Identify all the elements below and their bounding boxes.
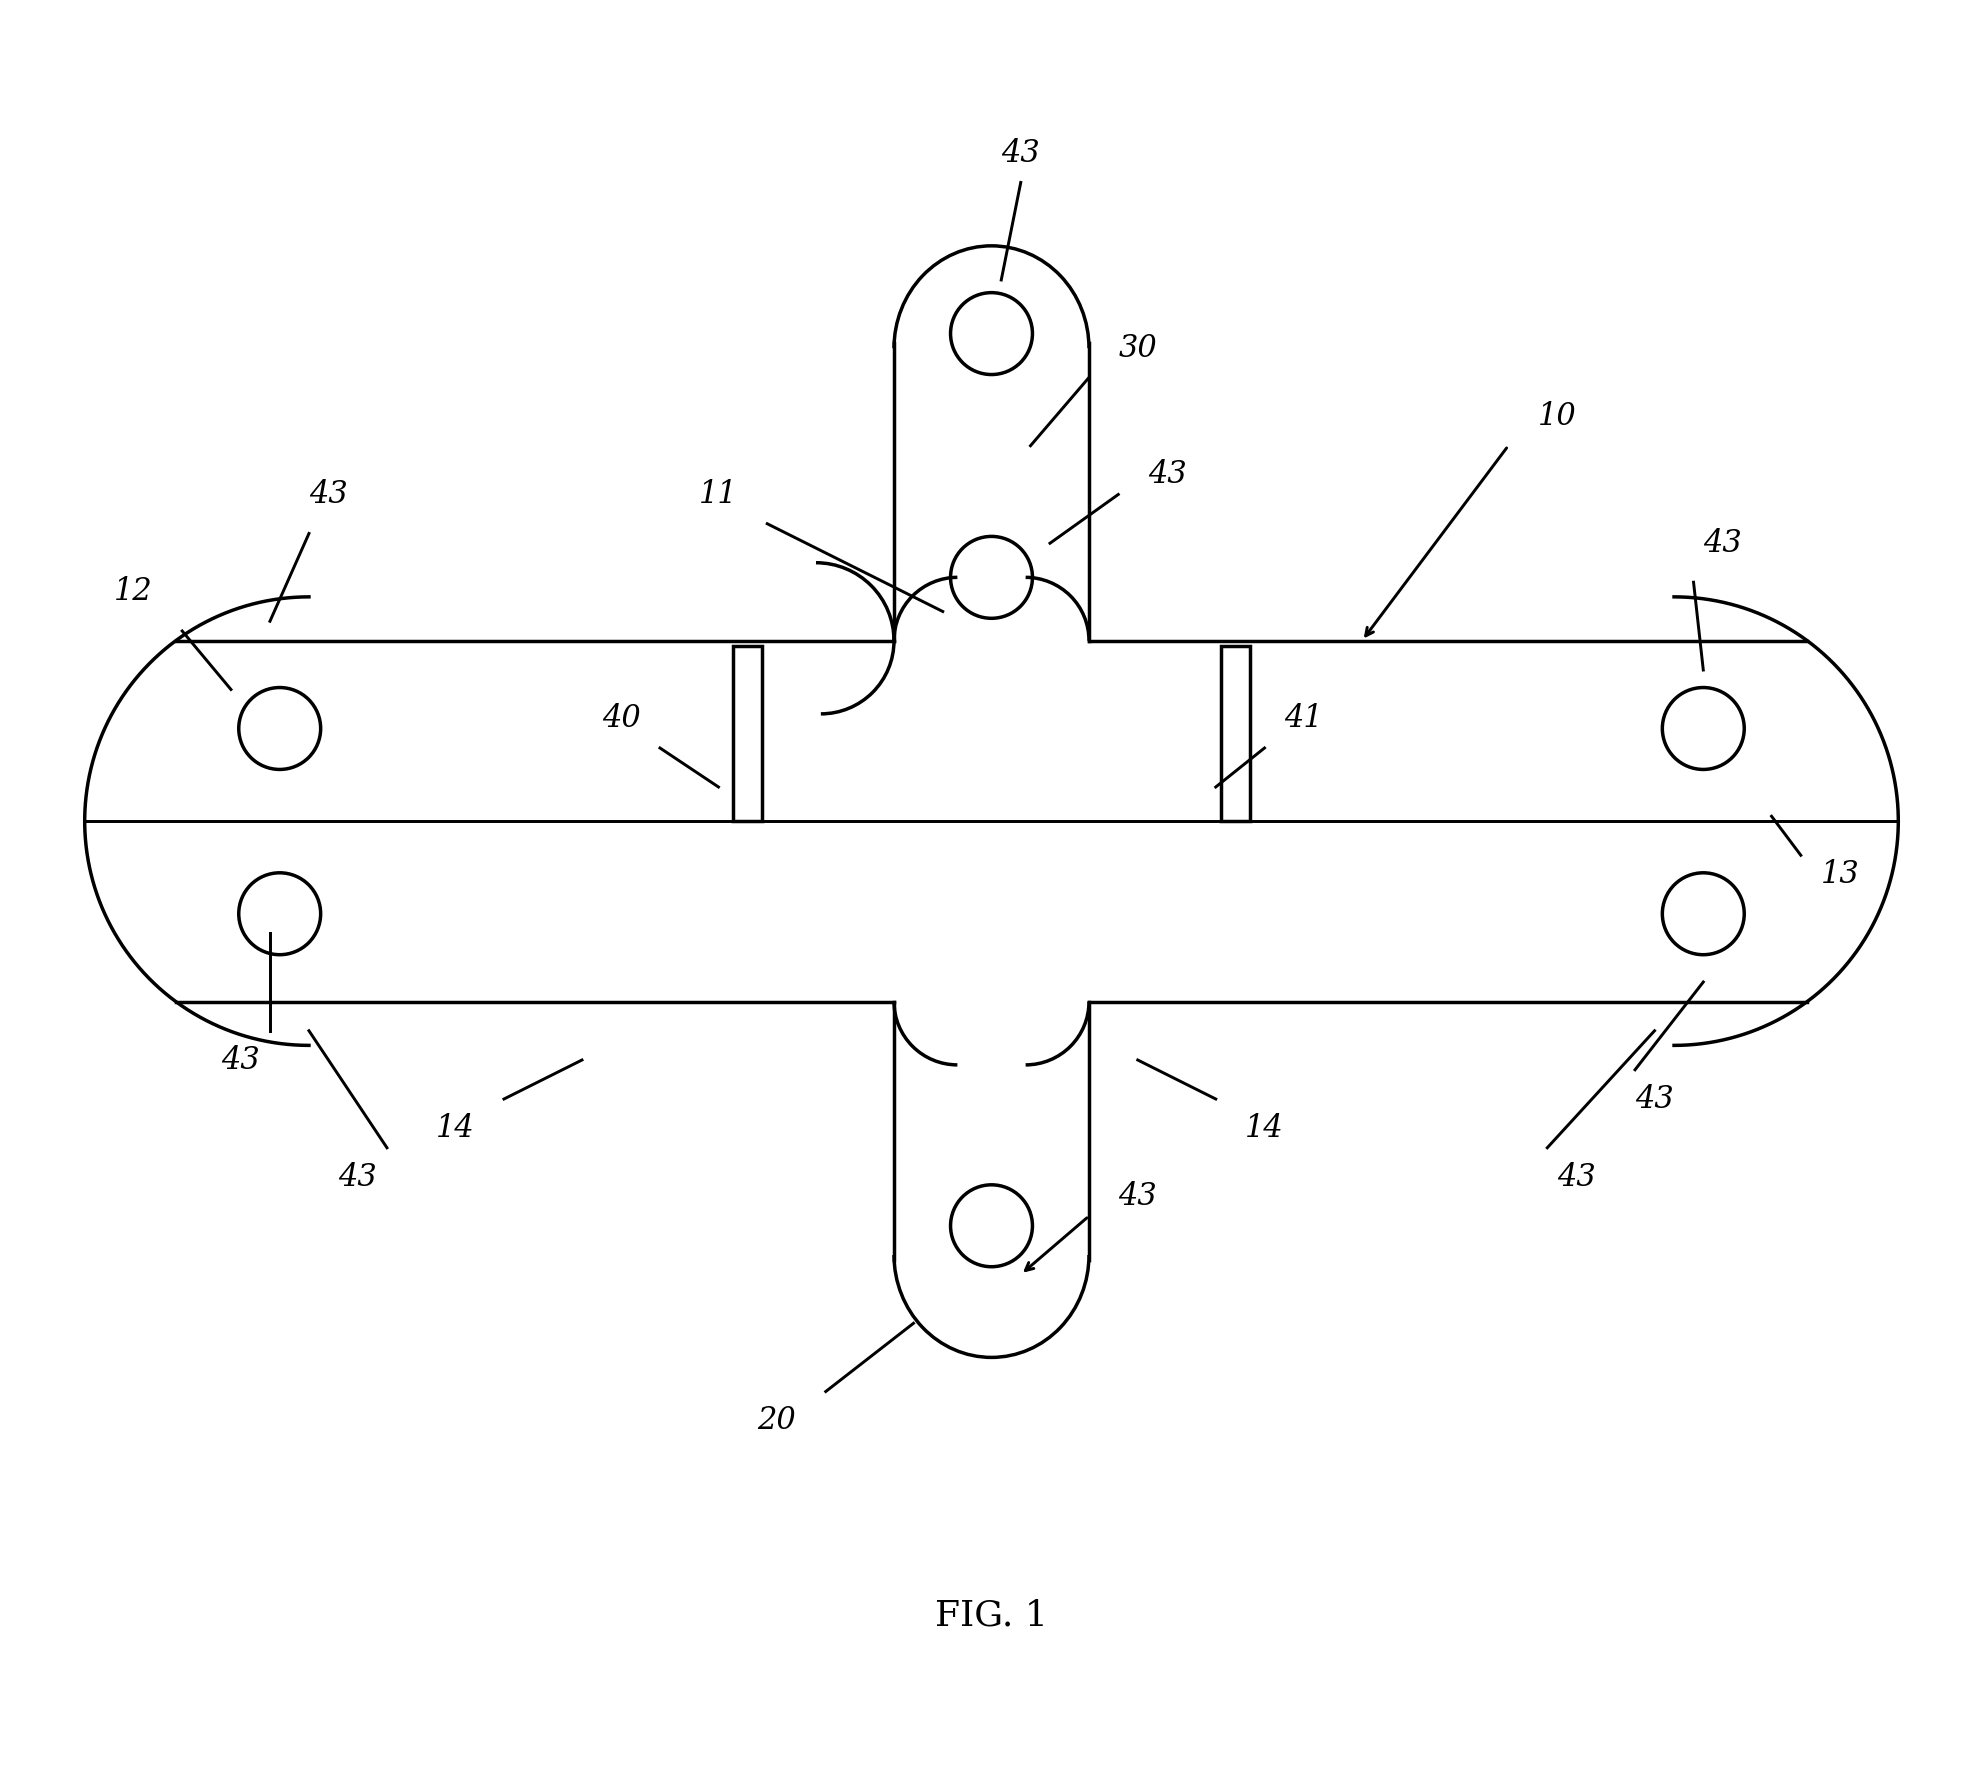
Text: 43: 43 (222, 1044, 260, 1076)
Text: 43: 43 (1001, 138, 1041, 168)
Text: FIG. 1: FIG. 1 (936, 1599, 1046, 1633)
Text: 43: 43 (1556, 1162, 1596, 1192)
Text: 43: 43 (309, 479, 347, 509)
Text: 43: 43 (1148, 460, 1185, 490)
Text: 14: 14 (436, 1113, 474, 1145)
Text: 20: 20 (757, 1405, 797, 1436)
Bar (733, 646, 761, 821)
Text: 30: 30 (1118, 333, 1157, 364)
Text: 43: 43 (1635, 1084, 1673, 1114)
Text: 43: 43 (339, 1162, 377, 1192)
Text: 41: 41 (1284, 704, 1322, 734)
Text: 14: 14 (1245, 1113, 1282, 1145)
Bar (1221, 646, 1249, 821)
Text: 10: 10 (1536, 402, 1576, 432)
Text: 40: 40 (601, 704, 640, 734)
Text: 13: 13 (1819, 860, 1859, 890)
Text: 43: 43 (1703, 527, 1742, 559)
Text: 43: 43 (1118, 1182, 1157, 1212)
Text: 11: 11 (700, 479, 737, 509)
Text: 12: 12 (115, 577, 153, 607)
